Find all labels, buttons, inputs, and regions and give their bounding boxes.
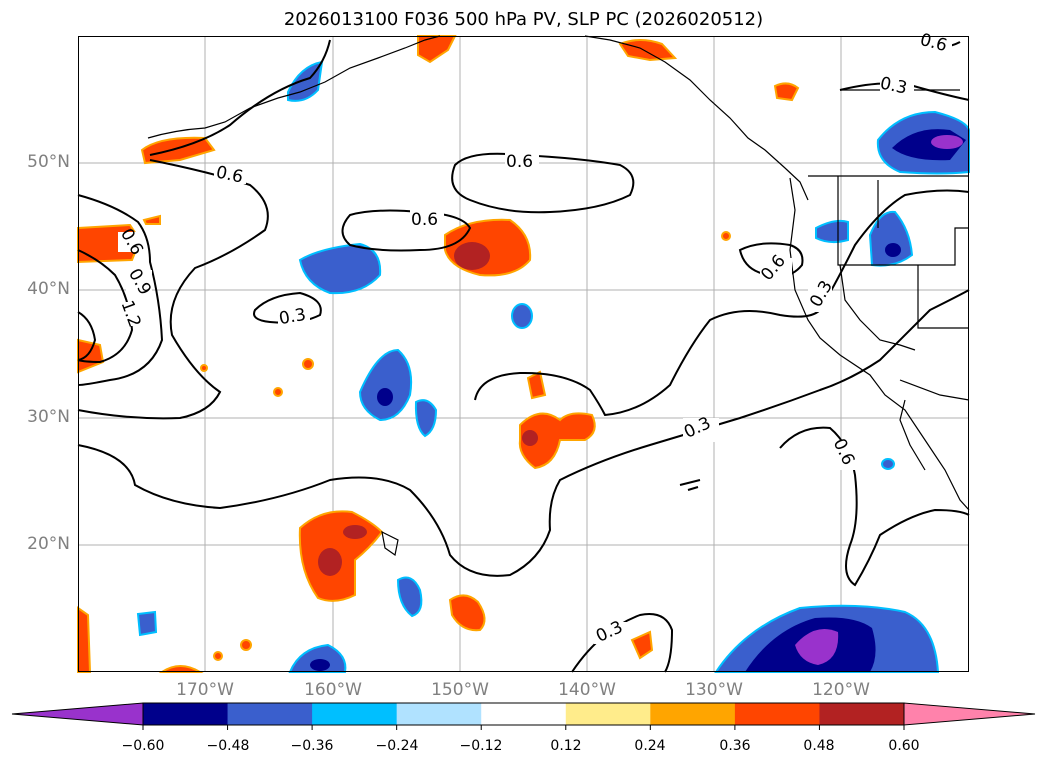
pv-negative-fills bbox=[136, 60, 970, 673]
lat-label: 40°N bbox=[27, 279, 70, 299]
colorbar-tick-label: −0.36 bbox=[290, 738, 334, 754]
map-title: 2026013100 F036 500 hPa PV, SLP PC (2026… bbox=[283, 9, 764, 30]
colorbar-bin bbox=[819, 703, 905, 725]
lon-label: 170°W bbox=[176, 680, 234, 700]
colorbar-extend-high bbox=[903, 702, 1036, 726]
contour-label: 0.6 bbox=[411, 210, 439, 230]
colorbar-bin bbox=[227, 703, 313, 725]
map-area bbox=[77, 34, 970, 673]
colorbar-bin bbox=[312, 703, 398, 725]
colorbar-tick-label: −0.24 bbox=[375, 738, 419, 754]
colorbar-bin bbox=[396, 703, 482, 725]
colorbar-bin bbox=[481, 703, 567, 725]
map-frame bbox=[78, 36, 969, 672]
colorbar-tick-label: −0.12 bbox=[459, 738, 503, 754]
lon-label: 120°W bbox=[812, 680, 870, 700]
colorbar-tick-label: −0.60 bbox=[121, 738, 165, 754]
colorbar-tick-label: 0.48 bbox=[803, 738, 835, 754]
colorbar-tick-label: 0.60 bbox=[888, 738, 920, 754]
colorbar-tick-label: 0.12 bbox=[550, 738, 582, 754]
lon-label: 130°W bbox=[685, 680, 743, 700]
colorbar-tick-label: 0.24 bbox=[634, 738, 666, 754]
lat-label: 50°N bbox=[27, 152, 70, 172]
contour-label: 0.6 bbox=[506, 152, 534, 172]
coastlines bbox=[147, 35, 970, 557]
lon-label: 160°W bbox=[304, 680, 362, 700]
lon-label: 150°W bbox=[431, 680, 489, 700]
colorbar-tick-label: −0.48 bbox=[206, 738, 250, 754]
colorbar-bin bbox=[734, 703, 820, 725]
colorbar-tick-label: 0.36 bbox=[719, 738, 751, 754]
lon-label: 140°W bbox=[558, 680, 616, 700]
slp-contours bbox=[77, 39, 970, 673]
colorbar-bin bbox=[650, 703, 736, 725]
lat-label: 30°N bbox=[27, 407, 70, 427]
colorbar bbox=[11, 702, 1036, 730]
colorbar-bin bbox=[143, 703, 229, 725]
colorbar-bin bbox=[565, 703, 651, 725]
contour-label-backdrops bbox=[118, 34, 952, 644]
colorbar-outline bbox=[142, 702, 905, 726]
colorbar-extend-low bbox=[11, 702, 144, 726]
lat-label: 20°N bbox=[27, 534, 70, 554]
